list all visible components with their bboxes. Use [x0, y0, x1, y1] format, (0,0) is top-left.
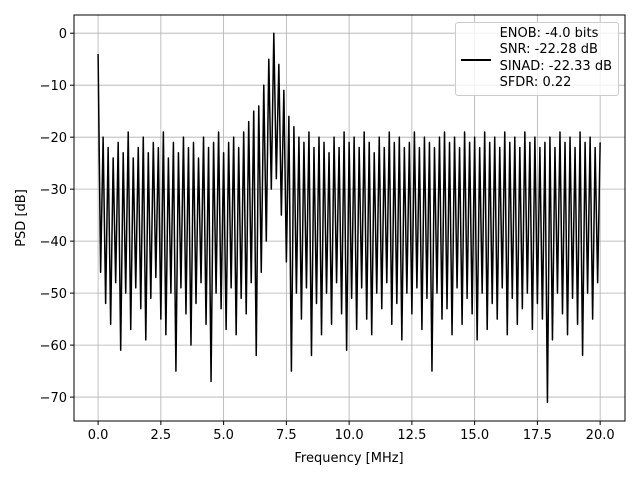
psd-line	[97, 32, 601, 404]
y-tick-label: −10	[40, 79, 67, 94]
x-tick-label: 15.0	[460, 428, 489, 443]
x-axis-label: Frequency [MHz]	[294, 451, 403, 466]
y-tick-label: −30	[40, 183, 67, 198]
x-tick-label: 12.5	[397, 428, 426, 443]
y-axis-label: PSD [dB]	[14, 189, 29, 247]
x-tick-label: 5.0	[213, 428, 234, 443]
plot-frame	[73, 14, 626, 422]
legend-line	[460, 59, 491, 61]
x-tick-label: 17.5	[523, 428, 552, 443]
x-tick-label: 10.0	[335, 428, 364, 443]
y-tick-label: −20	[40, 131, 67, 146]
x-tick-label: 0.0	[88, 428, 109, 443]
x-tick-label: 7.5	[276, 428, 297, 443]
x-tick-label: 2.5	[151, 428, 172, 443]
legend: ENOB: -4.0 bits SNR: -22.28 dB SINAD: -2…	[454, 22, 619, 97]
y-tick-label: 0	[59, 27, 67, 42]
legend-label: ENOB: -4.0 bits SNR: -22.28 dB SINAD: -2…	[499, 26, 612, 90]
y-tick-label: −50	[40, 287, 67, 302]
x-tick-label: 20.0	[586, 428, 615, 443]
y-tick-label: −40	[40, 235, 67, 250]
y-tick-label: −70	[40, 391, 67, 406]
y-tick-label: −60	[40, 339, 67, 354]
